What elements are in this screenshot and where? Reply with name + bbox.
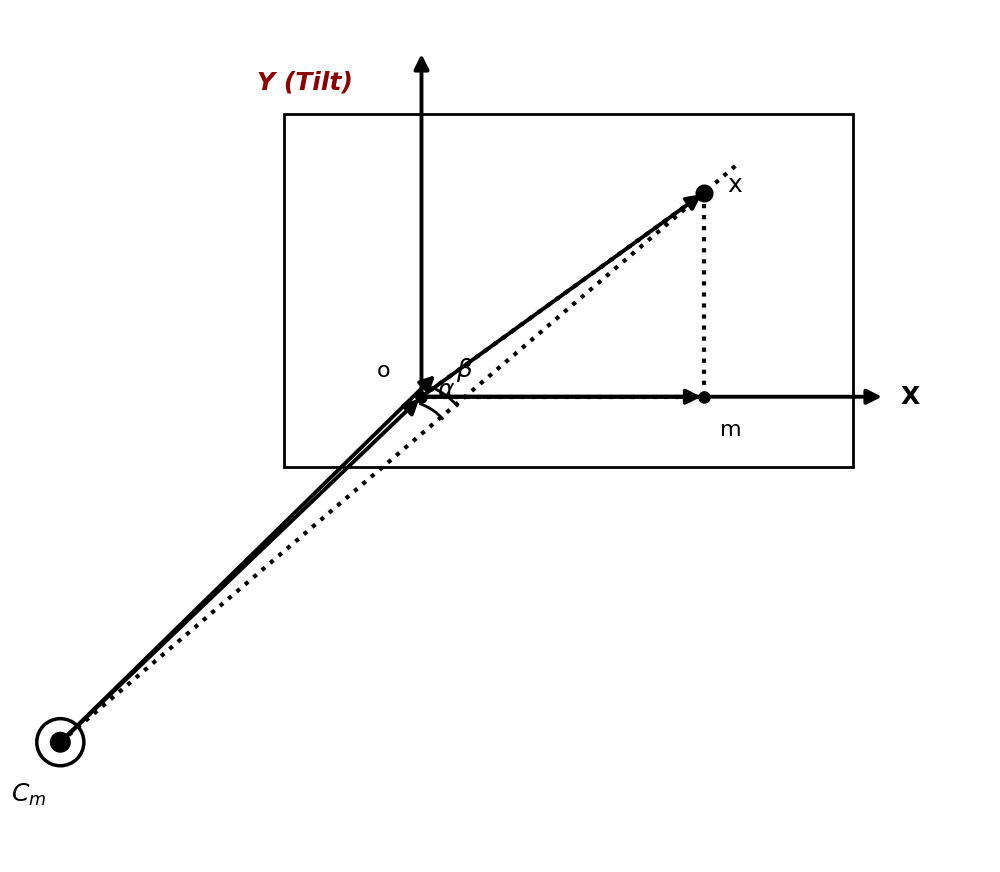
Bar	[284, 114, 853, 467]
Text: X: X	[900, 385, 920, 409]
Text: o: o	[376, 361, 390, 381]
Text: $C_m$: $C_m$	[11, 781, 47, 807]
Text: x: x	[728, 173, 742, 197]
Text: α: α	[437, 378, 454, 402]
Text: m: m	[720, 420, 741, 440]
Text: β: β	[456, 358, 472, 382]
Text: Y (Tilt): Y (Tilt)	[257, 71, 352, 95]
Circle shape	[51, 732, 70, 752]
